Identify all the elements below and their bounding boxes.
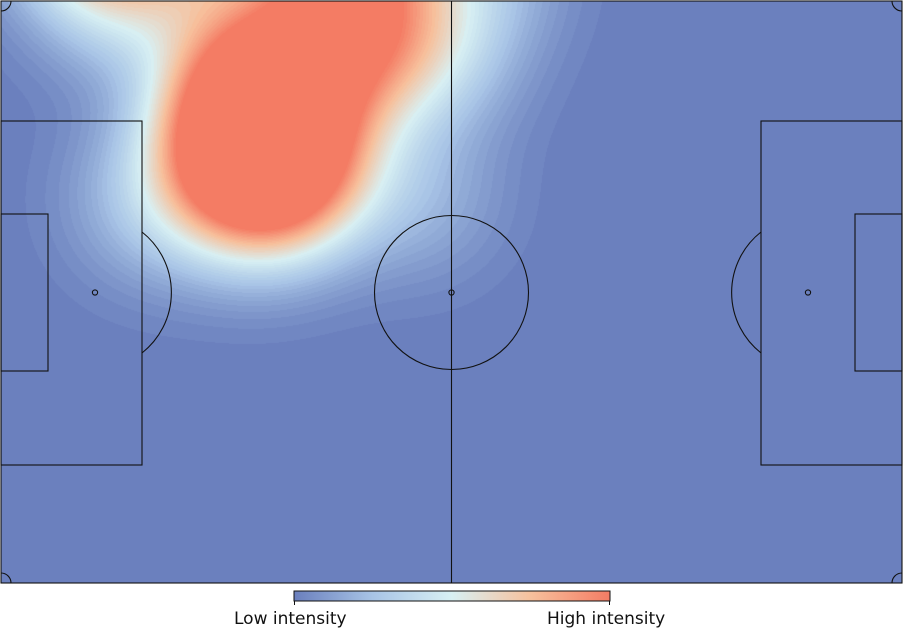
- pitch-markings: [0, 0, 903, 584]
- left-penalty-arc: [141, 231, 172, 354]
- corner-arc-top-right: [891, 0, 903, 12]
- right-penalty-spot: [804, 289, 812, 296]
- left-goal-area: [0, 213, 49, 372]
- center-circle: [373, 214, 530, 371]
- colorbar-low-label: Low intensity: [234, 609, 347, 629]
- center-spot: [448, 289, 455, 296]
- corner-arc-bottom-right: [891, 572, 903, 584]
- corner-arc-bottom-left: [0, 572, 12, 584]
- colorbar-high-label: High intensity: [547, 609, 666, 629]
- right-goal-area: [854, 213, 903, 372]
- left-penalty-spot: [91, 289, 99, 296]
- colorbar-gradient: [293, 590, 611, 602]
- colorbar: [293, 590, 611, 605]
- corner-arc-top-left: [0, 0, 12, 12]
- right-penalty-arc: [731, 231, 762, 354]
